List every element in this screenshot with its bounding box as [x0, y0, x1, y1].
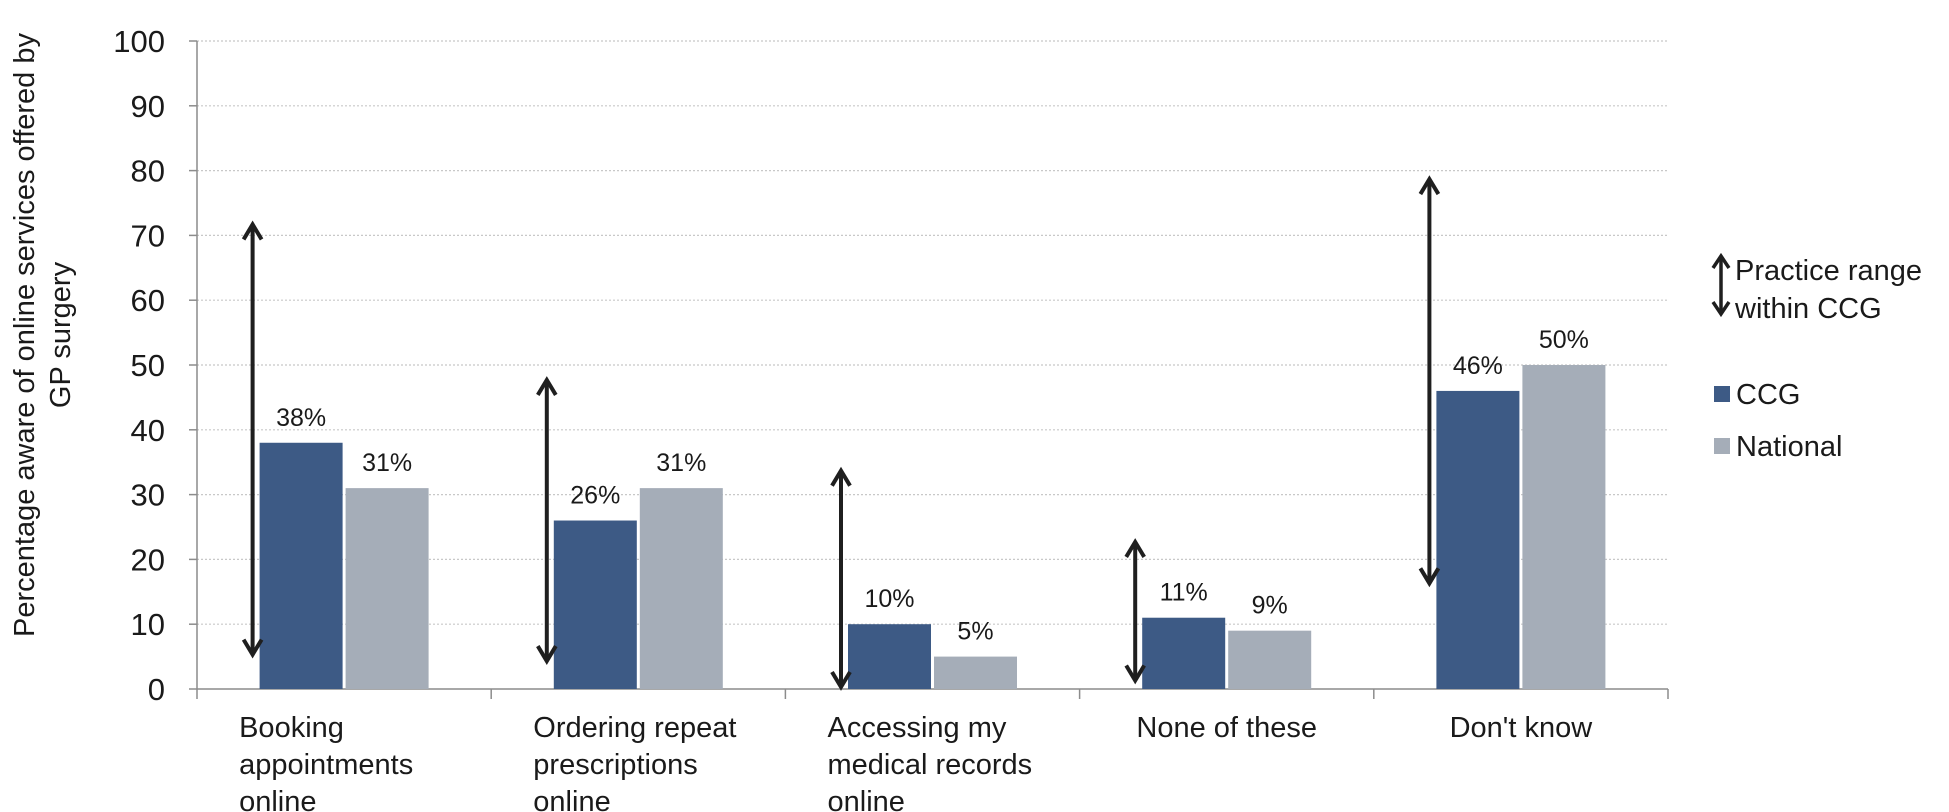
category-label: online — [828, 786, 905, 812]
y-axis-label-line: GP surgery — [45, 261, 77, 408]
bar-ccg — [848, 624, 931, 689]
data-label: 9% — [1252, 592, 1288, 620]
bar-ccg — [1436, 390, 1520, 689]
axes — [196, 41, 1669, 699]
y-tick-label: 50 — [131, 348, 165, 383]
practice-range-arrow — [536, 376, 558, 665]
category-label: appointments — [239, 749, 413, 781]
legend-national-label: National — [1736, 431, 1842, 463]
bar-national — [1522, 365, 1606, 689]
legend: Practice range within CCG CCG National — [1711, 252, 1922, 463]
category-labels: Booking appointments online Ordering repeat… — [239, 712, 1593, 812]
y-axis-label: Percentage aware of online services offe… — [9, 33, 77, 637]
practice-range-arrow — [1124, 538, 1146, 685]
y-tick-label: 30 — [131, 478, 165, 513]
y-tick-label: 0 — [148, 672, 165, 707]
y-tick-labels: 0 10 20 30 40 50 60 70 80 90 100 — [113, 24, 165, 707]
bars: 38% 31% 26% 31% 10% 5% 11% 9% 46% 50% — [259, 326, 1606, 689]
category-label: Accessing my — [828, 712, 1007, 744]
bar-national — [345, 488, 429, 689]
bar-ccg — [553, 520, 637, 689]
legend-national-swatch — [1714, 438, 1730, 454]
y-tick-label: 20 — [131, 542, 165, 577]
data-label: 11% — [1160, 579, 1208, 607]
bar-ccg — [1142, 617, 1226, 689]
y-tick-label: 10 — [131, 607, 165, 642]
y-tick-label: 40 — [131, 413, 165, 448]
legend-range-label-line1: Practice range — [1735, 255, 1922, 287]
bar-national — [639, 488, 723, 689]
category-label: None of these — [1136, 712, 1317, 744]
y-tick-label: 100 — [113, 24, 165, 59]
data-label: 5% — [957, 618, 993, 646]
category-label: online — [239, 786, 316, 812]
bar-national — [934, 656, 1017, 689]
category-label: Ordering repeat — [533, 712, 736, 744]
legend-range-label-line2: within CCG — [1734, 293, 1882, 325]
data-label: 10% — [864, 585, 914, 613]
gridlines — [189, 40, 1668, 690]
legend-range-icon — [1711, 252, 1731, 318]
data-label: 26% — [570, 482, 620, 510]
data-label: 50% — [1539, 326, 1589, 354]
category-label: online — [533, 786, 610, 812]
practice-range-arrow — [1418, 175, 1441, 588]
y-axis-label-line: Percentage aware of online services offe… — [9, 33, 41, 637]
bar-national — [1228, 630, 1312, 689]
practice-range-arrow — [830, 466, 852, 691]
y-tick-label: 70 — [131, 218, 165, 253]
bar-ccg — [259, 442, 343, 689]
y-tick-label: 60 — [131, 283, 165, 318]
data-label: 38% — [276, 404, 326, 432]
category-label: Don't know — [1450, 712, 1594, 744]
y-tick-label: 80 — [131, 154, 165, 189]
category-label: medical records — [828, 749, 1033, 781]
data-label: 46% — [1453, 352, 1503, 380]
category-label: prescriptions — [533, 749, 697, 781]
y-tick-label: 90 — [131, 89, 165, 124]
practice-range-arrows — [241, 175, 1441, 691]
legend-ccg-swatch — [1714, 386, 1730, 402]
data-label: 31% — [362, 449, 412, 477]
practice-range-arrow — [241, 220, 264, 659]
legend-ccg-label: CCG — [1736, 379, 1800, 411]
data-label: 31% — [656, 449, 706, 477]
category-label: Booking — [239, 712, 344, 744]
